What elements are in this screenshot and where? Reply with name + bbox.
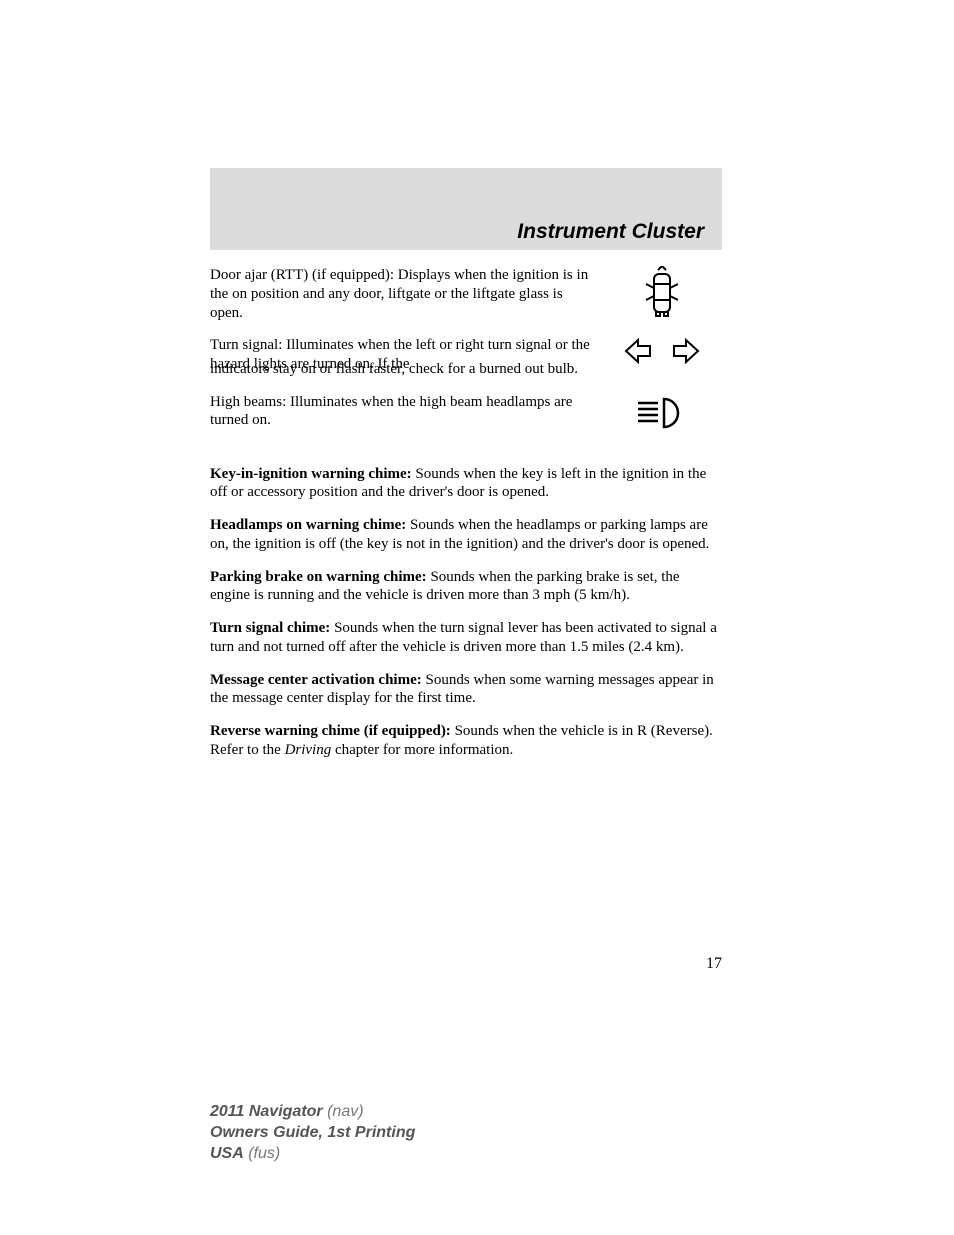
footer-country: USA: [210, 1145, 244, 1162]
reverse-desc2: chapter for more information.: [331, 742, 513, 758]
headlamps-chime-block: Headlamps on warning chime: Sounds when …: [210, 516, 722, 554]
reverse-label: Reverse warning chime (if equipped):: [210, 723, 451, 739]
door-ajar-icon: [602, 266, 722, 318]
door-ajar-label: Door ajar (RTT) (if equipped):: [210, 267, 394, 283]
key-chime-block: Key-in-ignition warning chime: Sounds wh…: [210, 465, 722, 503]
page-number: 17: [706, 955, 722, 973]
footer-line2: Owners Guide, 1st Printing: [210, 1123, 415, 1144]
footer-line3: USA (fus): [210, 1144, 415, 1165]
turn-signal-label: Turn signal:: [210, 337, 282, 353]
footer-line1: 2011 Navigator (nav): [210, 1102, 415, 1123]
section-header: Instrument Cluster: [210, 168, 722, 250]
turn-signal-icon: [602, 336, 722, 366]
headlamps-chime-label: Headlamps on warning chime:: [210, 517, 406, 533]
msg-center-label: Message center activation chime:: [210, 672, 422, 688]
high-beams-block: High beams: Illuminates when the high be…: [210, 393, 722, 433]
turn-signal-chime-block: Turn signal chime: Sounds when the turn …: [210, 619, 722, 657]
high-beams-text: High beams: Illuminates when the high be…: [210, 393, 592, 431]
reverse-block: Reverse warning chime (if equipped): Sou…: [210, 722, 722, 760]
turn-signal-chime-label: Turn signal chime:: [210, 620, 330, 636]
key-chime-label: Key-in-ignition warning chime:: [210, 466, 412, 482]
parking-brake-block: Parking brake on warning chime: Sounds w…: [210, 568, 722, 606]
reverse-italic: Driving: [285, 742, 332, 758]
msg-center-block: Message center activation chime: Sounds …: [210, 671, 722, 709]
section-title: Instrument Cluster: [517, 220, 704, 244]
footer-model: 2011 Navigator: [210, 1103, 323, 1120]
door-ajar-block: Door ajar (RTT) (if equipped): Displays …: [210, 266, 722, 322]
door-ajar-text: Door ajar (RTT) (if equipped): Displays …: [210, 266, 592, 322]
high-beams-icon: [602, 393, 722, 433]
page-content: Door ajar (RTT) (if equipped): Displays …: [210, 266, 722, 774]
footer-model-code: (nav): [323, 1103, 364, 1120]
footer: 2011 Navigator (nav) Owners Guide, 1st P…: [210, 1102, 415, 1164]
parking-brake-label: Parking brake on warning chime:: [210, 569, 427, 585]
high-beams-label: High beams:: [210, 394, 286, 410]
footer-country-code: (fus): [244, 1145, 280, 1162]
